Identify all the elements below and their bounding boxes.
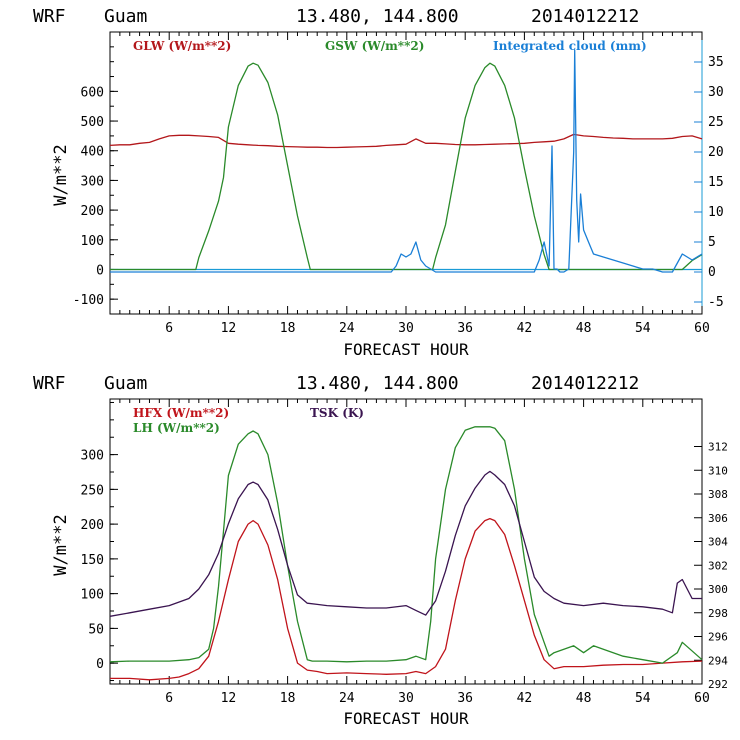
y2-axis-ticks: 292 294 296 298 300 302 304 306 308 310 312	[694, 441, 728, 691]
panel-bottom: WRF Guam 13.480, 144.800 2014012212 6 12 1…	[33, 373, 728, 728]
x-tick-label: 48	[576, 321, 592, 336]
x-tick-label: 30	[398, 321, 414, 336]
header-run: 2014012212	[531, 373, 639, 394]
legend: GLW (W/m**2) GSW (W/m**2) Integrated clo…	[133, 39, 647, 53]
header-model: WRF	[33, 373, 66, 394]
x-tick-label: 36	[457, 321, 473, 336]
y-tick-label: 100	[81, 234, 104, 249]
plot-frame	[109, 398, 703, 685]
y-axis-ticks: 0 50 100 150 200 250 300	[81, 401, 118, 682]
y-tick-label: 150	[81, 553, 104, 568]
y2-tick-label: -5	[708, 295, 724, 310]
y2-tick-label: 15	[708, 175, 724, 190]
y-tick-label: 200	[81, 518, 104, 533]
legend-tsk: TSK (K)	[310, 406, 364, 420]
y-tick-label: 500	[81, 115, 104, 130]
legend: HFX (W/m**2) LH (W/m**2) TSK (K)	[133, 406, 364, 435]
x-tick-label: 18	[280, 321, 296, 336]
series-line-tsk	[109, 470, 702, 617]
legend-cloud: Integrated cloud (mm)	[493, 39, 647, 53]
series-lines	[109, 49, 703, 273]
y2-tick-label: 35	[708, 55, 724, 70]
legend-gsw: GSW (W/m**2)	[325, 39, 424, 53]
series-line-integrated	[110, 49, 703, 273]
header-model: WRF	[33, 6, 66, 27]
y-axis-label: W/m**2	[51, 144, 71, 205]
header-coords: 13.480, 144.800	[296, 6, 459, 27]
series-line-glw	[109, 133, 703, 149]
y2-tick-label: 312	[708, 441, 728, 454]
y-tick-label: 0	[96, 657, 104, 672]
y-axis-label: W/m**2	[51, 514, 71, 575]
y2-tick-label: 30	[708, 85, 724, 100]
header-run: 2014012212	[531, 6, 639, 27]
x-tick-label: 24	[339, 321, 355, 336]
y-tick-label: 250	[81, 483, 104, 498]
y2-axis-ticks: -5 0 5 10 15 20 25 30 35	[694, 55, 724, 310]
y2-tick-label: 308	[708, 488, 728, 501]
legend-lh: LH (W/m**2)	[133, 421, 220, 435]
series-lines	[109, 426, 703, 681]
y-axis-ticks: -100 0 100 200 300 400 500 600	[73, 31, 118, 315]
y2-tick-label: 10	[708, 205, 724, 220]
x-tick-label: 48	[576, 691, 592, 706]
y-tick-label: 300	[81, 174, 104, 189]
y-tick-label: 400	[81, 145, 104, 160]
x-axis-ticks: 6 12 18 24 30 36 42 48 54 60	[109, 399, 710, 706]
y2-tick-label: 300	[708, 583, 728, 596]
y2-tick-label: 302	[708, 559, 728, 572]
y-tick-label: 300	[81, 449, 104, 464]
y2-tick-label: 306	[708, 512, 728, 525]
y2-tick-label: 5	[708, 235, 716, 250]
series-line-lh	[109, 426, 703, 664]
series-line-gsw	[110, 62, 703, 271]
series-line-hfx	[110, 517, 703, 681]
x-tick-label: 12	[221, 691, 237, 706]
x-tick-label: 6	[165, 691, 173, 706]
x-tick-label: 36	[457, 691, 473, 706]
x-tick-label: 12	[221, 321, 237, 336]
x-tick-label: 42	[517, 321, 533, 336]
y2-tick-label: 298	[708, 607, 728, 620]
x-tick-label: 60	[694, 691, 710, 706]
y-tick-label: 200	[81, 204, 104, 219]
y2-tick-label: 296	[708, 631, 728, 644]
header-location: Guam	[104, 373, 147, 394]
y2-tick-label: 25	[708, 115, 724, 130]
x-tick-label: 6	[165, 321, 173, 336]
x-tick-label: 24	[339, 691, 355, 706]
y-tick-label: 50	[88, 622, 104, 637]
y2-tick-label: 292	[708, 678, 728, 691]
y2-tick-label: 0	[708, 265, 716, 280]
header-location: Guam	[104, 6, 147, 27]
y2-tick-label: 294	[708, 654, 728, 667]
y-tick-label: 0	[96, 263, 104, 278]
header-coords: 13.480, 144.800	[296, 373, 459, 394]
x-axis-ticks: 6 12 18 24 30 36 42 48 54 60	[109, 32, 710, 336]
x-tick-label: 60	[694, 321, 710, 336]
y-tick-label: 600	[81, 85, 104, 100]
y-tick-label: 100	[81, 588, 104, 603]
x-axis-label: FORECAST HOUR	[343, 709, 469, 728]
x-axis-label: FORECAST HOUR	[343, 340, 469, 359]
y2-tick-label: 20	[708, 145, 724, 160]
legend-glw: GLW (W/m**2)	[133, 39, 231, 53]
x-tick-label: 18	[280, 691, 296, 706]
legend-hfx: HFX (W/m**2)	[133, 406, 229, 420]
y-tick-label: -100	[73, 293, 104, 308]
y2-tick-label: 304	[708, 536, 728, 549]
x-tick-label: 30	[398, 691, 414, 706]
panel-top: WRF Guam 13.480, 144.800 2014012212 6 12 1…	[33, 6, 724, 359]
x-tick-label: 42	[517, 691, 533, 706]
x-tick-label: 54	[635, 321, 651, 336]
x-tick-label: 54	[635, 691, 651, 706]
y2-tick-label: 310	[708, 464, 728, 477]
